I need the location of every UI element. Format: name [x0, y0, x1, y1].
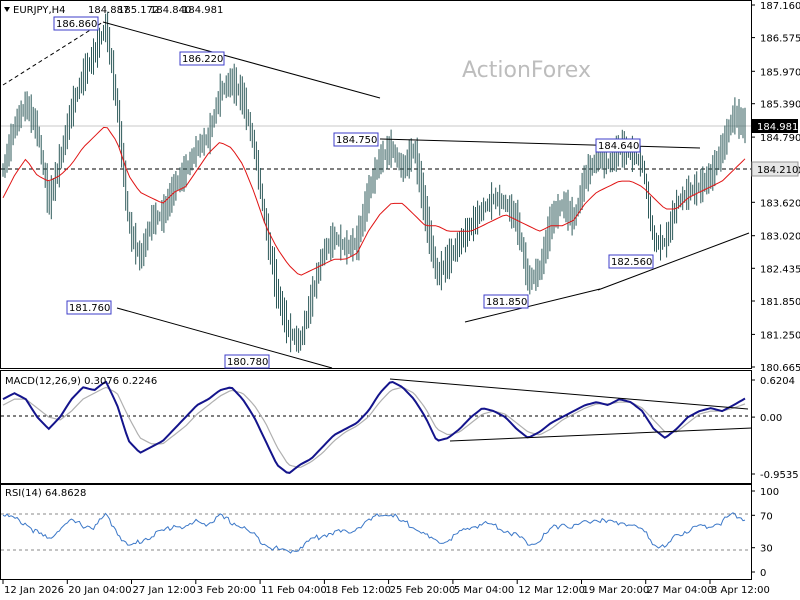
time-axis-label: 11 Feb 04:00	[261, 585, 327, 596]
price-axis-label: 186.575	[760, 34, 800, 45]
price-axis-label: 183.620	[760, 198, 800, 209]
price-axis-label: 181.250	[760, 330, 800, 341]
rsi-title: RSI(14) 64.8628	[5, 488, 86, 499]
price-callouts: 186.860 186.220 181.760 180.780 184.750 …	[53, 16, 654, 369]
price-axis-label: 187.160	[760, 1, 800, 12]
macd-line	[2, 380, 746, 474]
svg-text:181.850: 181.850	[486, 297, 527, 308]
svg-text:184.750: 184.750	[336, 135, 377, 146]
price-label: 180.780	[224, 354, 270, 369]
time-axis-label: 27 Mar 04:00	[647, 585, 714, 596]
header-high: 185.172	[118, 5, 159, 16]
price-axis-label: 182.435	[760, 264, 800, 275]
macd-axis-label: 0.6204	[760, 376, 795, 387]
header-low: 184.840	[150, 5, 191, 16]
macd-panel-frame	[0, 370, 752, 484]
svg-text:184.640: 184.640	[598, 141, 639, 152]
rsi-line	[2, 512, 746, 554]
price-axis-label: 185.970	[760, 67, 800, 78]
svg-text:184.210: 184.210	[757, 165, 798, 176]
time-axis-label: 12 Jan 2026	[4, 585, 64, 596]
rsi-axis-label: 30	[760, 544, 773, 555]
moving-average-line	[2, 126, 746, 276]
time-axis-label: 3 Feb 20:00	[197, 585, 256, 596]
price-axis: 187.160 186.575 185.970 185.390 184.790 184.2…	[751, 1, 800, 374]
price-label: 186.860	[53, 16, 99, 31]
price-label: 184.750	[333, 132, 379, 147]
macd-trendline-lower	[449, 427, 753, 442]
trendline-upper-falling	[102, 21, 381, 99]
price-label: 186.220	[179, 51, 225, 66]
time-axis-label: 3 Apr 12:00	[711, 585, 770, 596]
rsi-axis-label: 0	[760, 568, 766, 579]
svg-text:180.780: 180.780	[227, 357, 268, 368]
price-axis-label: 183.020	[760, 232, 800, 243]
svg-text:186.860: 186.860	[56, 19, 97, 30]
macd-axis: 0.6204 0.00 -0.9535	[751, 376, 799, 481]
chart-header: EURJPY,H4 184.887 185.172 184.840 184.98…	[4, 5, 223, 16]
price-bars	[2, 11, 746, 353]
macd-axis-label: 0.00	[760, 413, 782, 424]
price-label: 181.850	[483, 294, 529, 309]
trendline-resistance	[379, 138, 701, 149]
macd-axis-label: -0.9535	[760, 470, 799, 481]
time-axis-label: 12 Mar 12:00	[518, 585, 585, 596]
trendline-support-long	[597, 232, 750, 291]
time-axis-label: 19 Mar 20:00	[583, 585, 650, 596]
price-axis-label: 185.390	[760, 100, 800, 111]
price-axis-label: 181.850	[760, 297, 800, 308]
price-label: 182.560	[608, 254, 654, 269]
time-axis-label: 18 Feb 12:00	[325, 585, 391, 596]
trendline-lower-falling	[116, 307, 333, 369]
time-axis: 12 Jan 2026 20 Jan 04:00 27 Jan 12:00 3 Feb…	[2, 580, 770, 596]
header-symbol: EURJPY,H4	[13, 5, 66, 16]
rsi-axis-label: 100	[760, 487, 779, 498]
rsi-axis-label: 70	[760, 511, 773, 522]
price-label: 184.640	[595, 138, 641, 153]
time-axis-label: 25 Feb 20:00	[390, 585, 456, 596]
time-axis-label: 5 Mar 04:00	[454, 585, 514, 596]
trendline-support-short	[464, 288, 601, 323]
header-open: 184.887	[88, 5, 129, 16]
time-axis-label: 27 Jan 12:00	[133, 585, 196, 596]
trendline-dashed	[2, 21, 104, 86]
svg-text:182.560: 182.560	[611, 257, 652, 268]
collapse-triangle-icon[interactable]	[4, 7, 10, 12]
reference-level-box: 184.210	[751, 161, 799, 177]
rsi-axis: 100 70 30 0	[751, 487, 779, 579]
header-close: 184.981	[182, 5, 223, 16]
macd-trendline-upper	[389, 378, 749, 410]
macd-signal-line	[2, 386, 746, 469]
macd-title: MACD(12,26,9) 0.3076 0.2246	[5, 376, 157, 387]
current-price-box: 184.981	[752, 119, 798, 133]
svg-text:184.981: 184.981	[757, 122, 798, 133]
rsi-panel-frame	[0, 484, 752, 580]
time-axis-label: 20 Jan 04:00	[68, 585, 131, 596]
watermark: ActionForex	[462, 58, 591, 83]
svg-text:181.760: 181.760	[69, 303, 110, 314]
trendlines	[2, 21, 753, 442]
price-axis-label: 184.790	[760, 133, 800, 144]
price-label: 181.760	[66, 300, 112, 315]
price-axis-label: 180.665	[760, 363, 800, 374]
svg-text:186.220: 186.220	[182, 54, 223, 65]
